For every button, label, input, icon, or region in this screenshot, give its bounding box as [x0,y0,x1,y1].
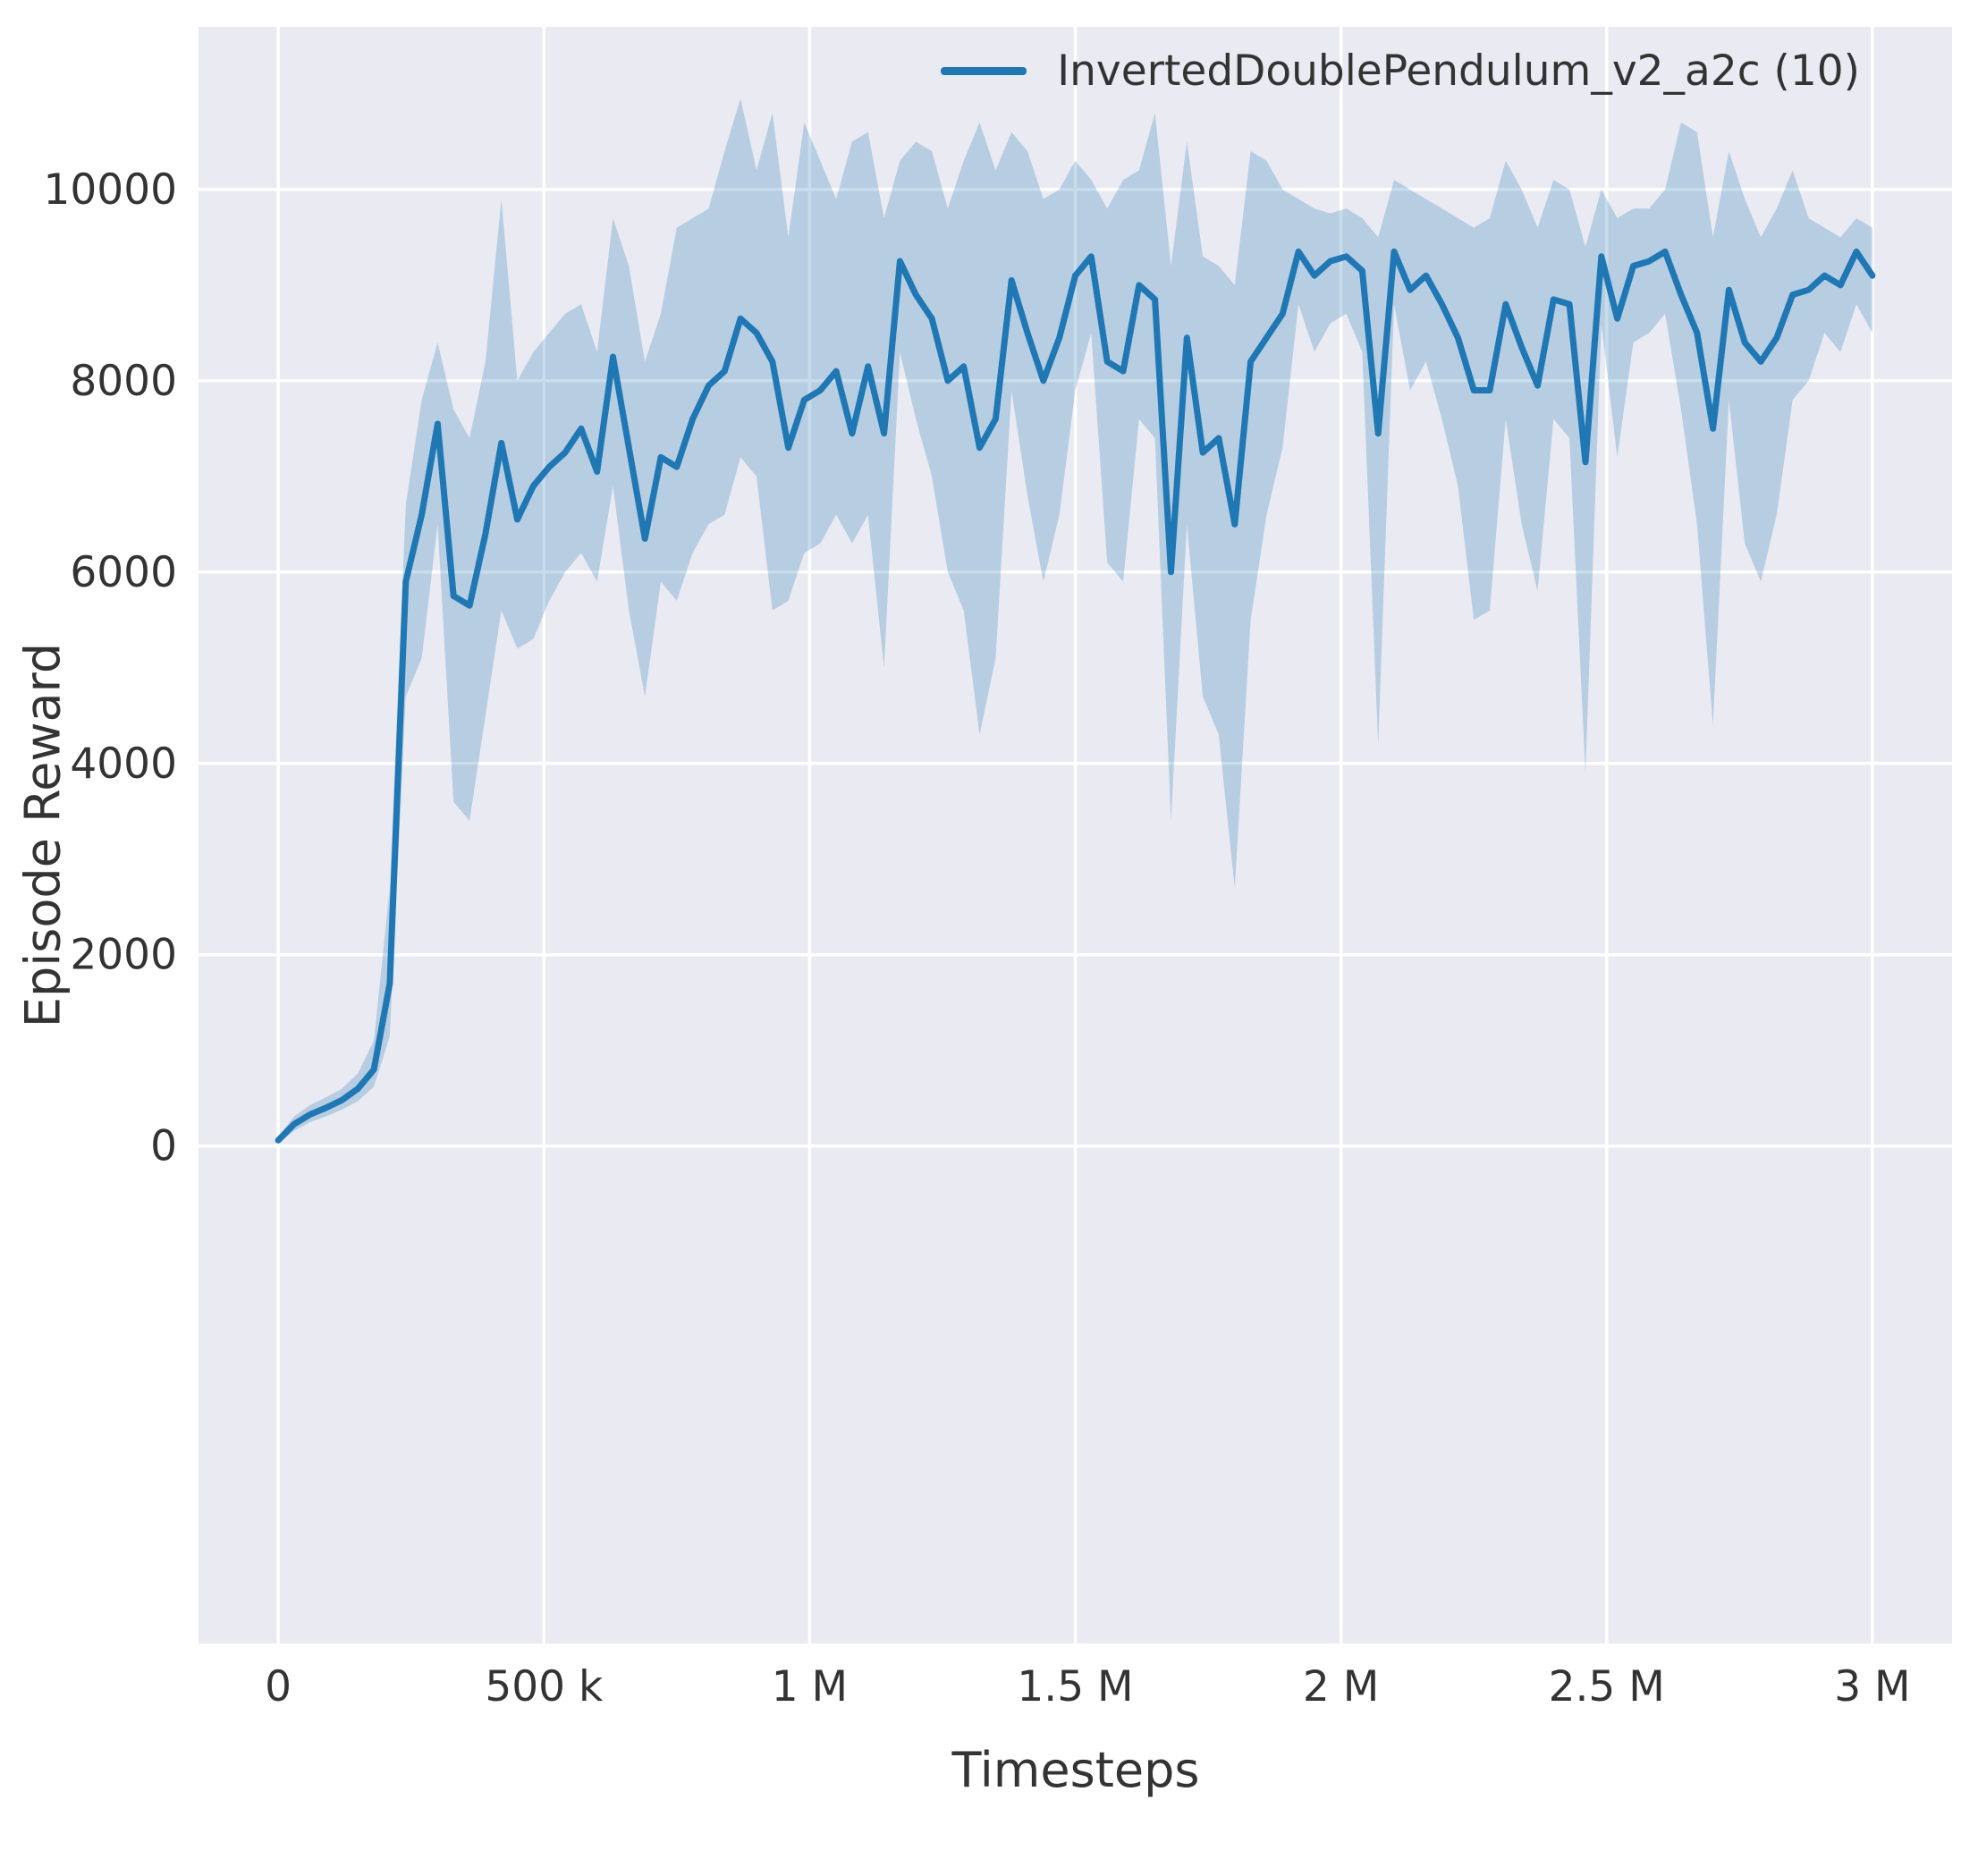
mean-line [275,248,1876,1144]
x-tick-label: 500 k [485,1662,604,1711]
y-tick-label: 6000 [70,548,177,597]
y-axis-label: Episode Reward [14,642,72,1028]
y-tick-label: 8000 [70,357,177,406]
y-tick-label: 2000 [70,931,177,980]
x-axis-label: Timesteps [951,1742,1200,1798]
legend-line-swatch [941,67,1027,75]
x-tick-label: 0 [265,1662,292,1711]
x-tick-label: 3 M [1834,1662,1910,1711]
x-tick-label: 1 M [772,1662,848,1711]
x-tick-label: 2 M [1303,1662,1379,1711]
x-tick-label: 1.5 M [1017,1662,1133,1711]
legend-label: InvertedDoublePendulum_v2_a2c (10) [1057,46,1860,96]
confidence-band [278,98,1872,1144]
y-tick-label: 10000 [43,165,177,215]
y-tick-label: 0 [150,1122,177,1171]
x-tick-label: 2.5 M [1549,1662,1665,1711]
legend: InvertedDoublePendulum_v2_a2c (10) [941,46,1860,96]
y-tick-label: 4000 [70,739,177,789]
